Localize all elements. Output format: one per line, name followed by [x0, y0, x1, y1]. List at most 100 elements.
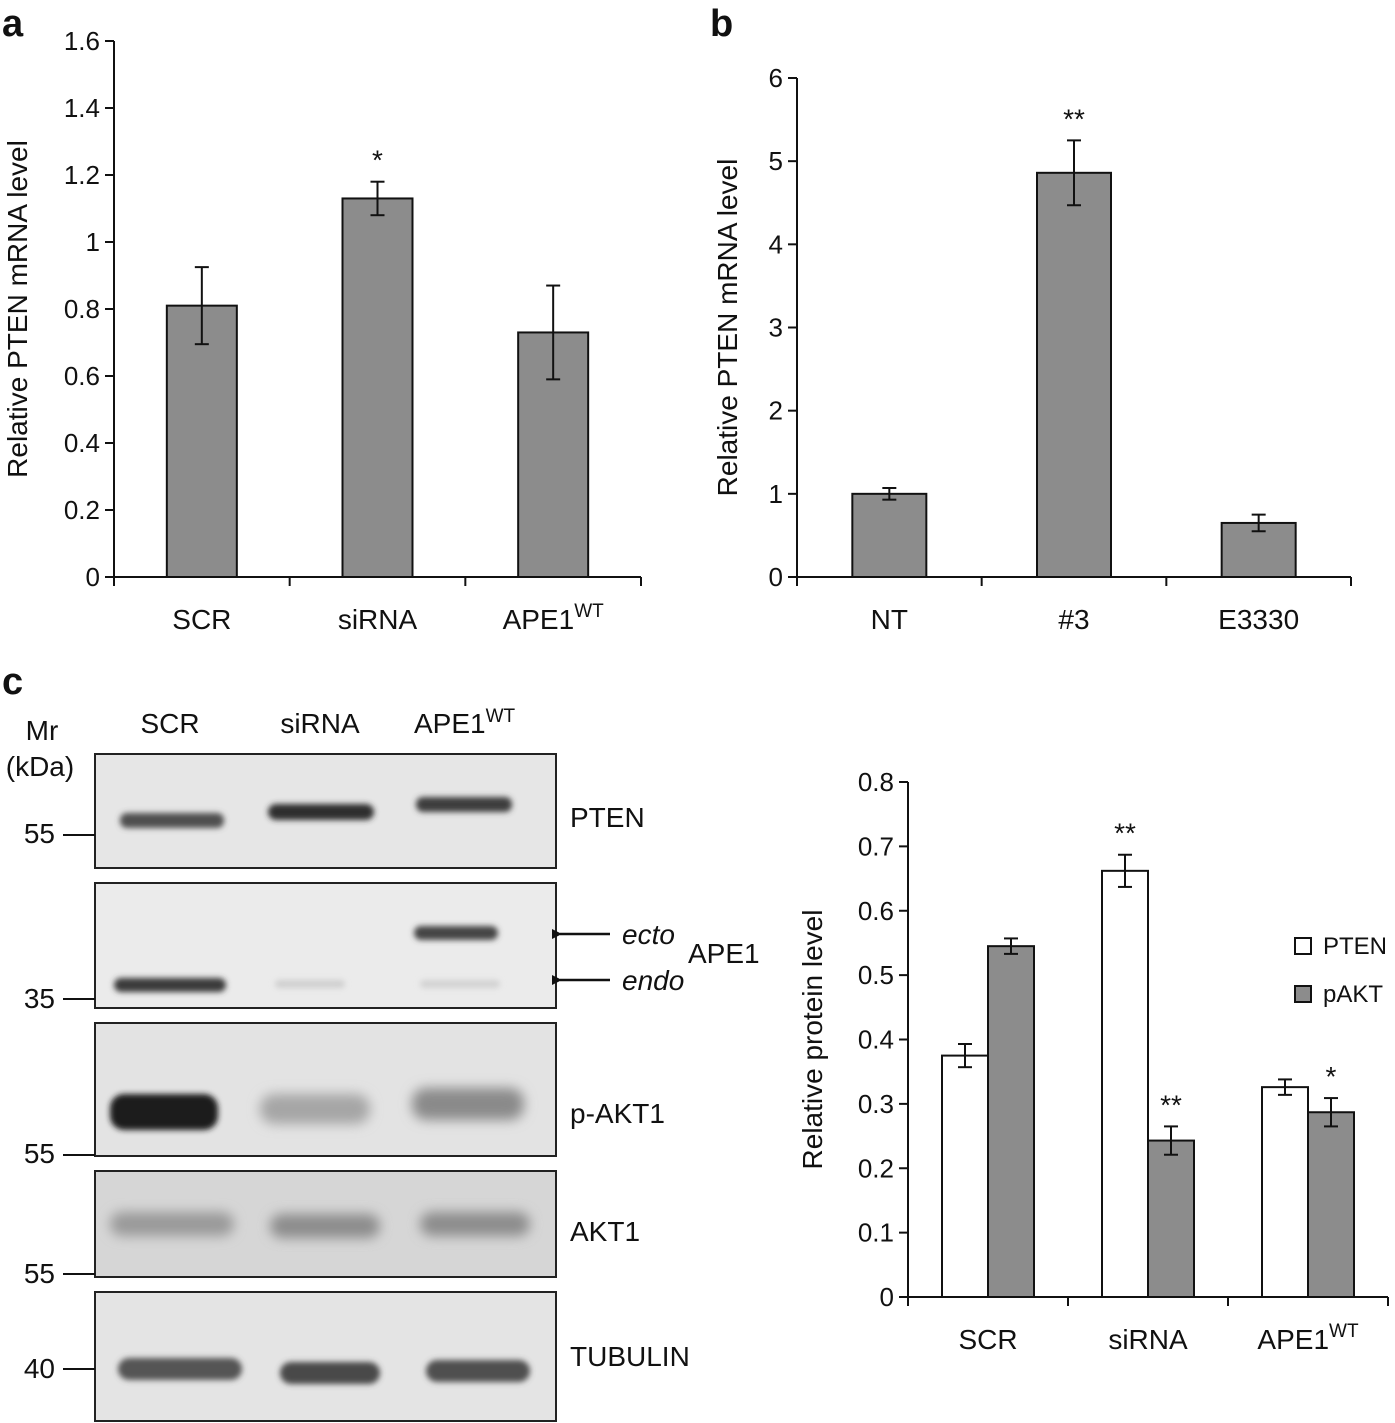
a-y-tick-label: 1 [86, 227, 100, 257]
a-y-tick-label: 1.4 [64, 93, 100, 123]
panel-b-letter: b [710, 3, 733, 45]
b-y-tick-label: 4 [769, 229, 783, 259]
c-chart-significance-marker: * [1326, 1061, 1337, 1092]
c-chart-y-axis-label: Relative protein level [797, 910, 828, 1170]
blot-bands-ape1 [114, 926, 500, 992]
a-x-tick-label: APE1WT [503, 601, 605, 635]
panel-a-letter: a [2, 3, 24, 45]
c-chart-x-tick-label: SCR [958, 1324, 1017, 1355]
band-pakt1-ape1wt [412, 1088, 524, 1120]
a-y-axis-label: Relative PTEN mRNA level [2, 140, 33, 478]
c-chart-y-tick-label: 0.7 [858, 831, 894, 861]
ecto-label: ecto [622, 919, 675, 950]
band-tubulin-sirna [280, 1362, 380, 1384]
b-y-tick-label: 2 [769, 396, 783, 426]
b-y-tick-label: 3 [769, 313, 783, 343]
a-y-tick-label: 1.2 [64, 160, 100, 190]
c-chart-y-tick-label: 0.5 [858, 960, 894, 990]
c-chart-bar-pakt-scr [987, 945, 1035, 1298]
b-x-tick-label-main: #3 [1058, 604, 1089, 635]
a-significance-marker: * [372, 145, 383, 176]
blot-label-pten: PTEN [570, 802, 645, 833]
blot-marker-3: 55 [24, 1138, 55, 1169]
chart-c: 0 0.1 0.2 0.3 0.4 0.5 0.6 0.7 0.8 SCR siRNA APE1WT R… [797, 767, 1389, 1355]
b-x-tick-label-main: NT [871, 604, 908, 635]
c-chart-x-tick-label: siRNA [1108, 1324, 1188, 1355]
kda-label: (kDa) [6, 751, 74, 782]
band-ape1-ape1wt-endo [420, 980, 500, 988]
blot-lane-label-wt: WT [486, 706, 516, 727]
b-y-tick-label: 1 [769, 479, 783, 509]
blot-bands-pakt1 [110, 1088, 524, 1130]
band-pakt1-sirna [260, 1094, 370, 1124]
c-chart-y-tick-label: 0.6 [858, 896, 894, 926]
blot-lane-label-ape1wt: APE1WT [414, 706, 516, 739]
c-chart-y-tick-label: 0.3 [858, 1089, 894, 1119]
blot-label-akt1: AKT1 [570, 1216, 640, 1247]
chart-b: 0 1 2 3 4 5 6 NT #3 E3330 Relative PTEN mRNA level… [712, 63, 1352, 635]
c-chart-x-tick-label-superscript: WT [1329, 1321, 1359, 1342]
c-chart-bar-pten-scr [941, 1054, 989, 1298]
b-x-tick-label-main: E3330 [1218, 604, 1299, 635]
b-y-axis-label: Relative PTEN mRNA level [712, 159, 743, 497]
band-ape1-scr-endo [114, 978, 226, 992]
a-y-tick-label: 0.8 [64, 294, 100, 324]
band-pten-scr [120, 813, 224, 828]
band-pten-sirna [268, 804, 374, 820]
c-chart-y-tick-label: 0.2 [858, 1153, 894, 1183]
b-x-tick-label: #3 [1058, 604, 1089, 635]
b-y-tick-label: 0 [769, 562, 783, 592]
blot-label-pakt1: p-AKT1 [570, 1098, 665, 1129]
blot-marker-2: 35 [24, 983, 55, 1014]
c-chart-bar-pten-ape1 [1261, 1086, 1309, 1298]
blot-bands-pten [120, 797, 512, 828]
blot-bands-tubulin [118, 1358, 530, 1384]
a-x-tick-label: siRNA [338, 604, 418, 635]
band-ape1-sirna-endo [275, 980, 345, 988]
c-chart-significance-marker: ** [1114, 818, 1136, 849]
c-chart-y-tick-label: 0 [880, 1282, 894, 1312]
c-chart-y-tick-label: 0.1 [858, 1218, 894, 1248]
blot-lane-label-ape1: APE1 [414, 708, 486, 739]
blot-marker-4: 55 [24, 1258, 55, 1289]
mr-label: Mr [26, 715, 59, 746]
c-chart-bar-pakt-sirna [1147, 1139, 1195, 1298]
c-chart-significance-marker: ** [1160, 1089, 1182, 1120]
blot-bands-akt1 [110, 1212, 530, 1238]
c-chart-bar-pten-sirna [1101, 869, 1149, 1299]
a-x-tick-label-superscript: WT [574, 601, 604, 622]
c-chart-legend-label-pakt: pAKT [1323, 981, 1383, 1008]
band-akt1-sirna [270, 1214, 380, 1238]
a-y-tick-label: 0.4 [64, 428, 100, 458]
a-x-tick-label-main: SCR [172, 604, 231, 635]
band-tubulin-ape1wt [426, 1360, 530, 1382]
a-bar-scr [165, 304, 238, 578]
c-chart-x-tick-label-main: SCR [958, 1324, 1017, 1355]
a-y-tick-label: 1.6 [64, 26, 100, 56]
a-x-tick-label-main: siRNA [338, 604, 418, 635]
b-y-tick-label: 5 [769, 146, 783, 176]
a-y-tick-label: 0 [86, 562, 100, 592]
a-x-tick-label-main: APE1 [503, 604, 575, 635]
band-akt1-ape1wt [420, 1212, 530, 1236]
band-ape1-ape1wt-ecto [414, 926, 498, 940]
c-chart-legend-swatch-pten [1294, 937, 1312, 955]
blot-lane-label-sirna: siRNA [280, 708, 360, 739]
c-chart-bar-pakt-ape1 [1307, 1111, 1355, 1299]
c-chart-legend-label-pten: PTEN [1323, 933, 1387, 960]
blot-label-tubulin: TUBULIN [570, 1341, 690, 1372]
a-x-tick-label: SCR [172, 604, 231, 635]
band-pakt1-scr [110, 1094, 218, 1130]
blot-lane-label-scr: SCR [140, 708, 199, 739]
c-chart-x-tick-label: APE1WT [1257, 1321, 1359, 1355]
a-y-tick-label: 0.2 [64, 495, 100, 525]
c-chart-x-tick-label-main: APE1 [1257, 1324, 1329, 1355]
blot-panel-tubulin [94, 1291, 557, 1422]
b-x-tick-label: E3330 [1218, 604, 1299, 635]
blot-marker-1: 55 [24, 818, 55, 849]
b-bar-nt [851, 492, 928, 579]
panel-c-letter: c [2, 661, 23, 703]
b-significance-marker: ** [1063, 103, 1085, 134]
c-chart-y-tick-label: 0.8 [858, 767, 894, 797]
a-bar-ape1 [517, 331, 590, 579]
